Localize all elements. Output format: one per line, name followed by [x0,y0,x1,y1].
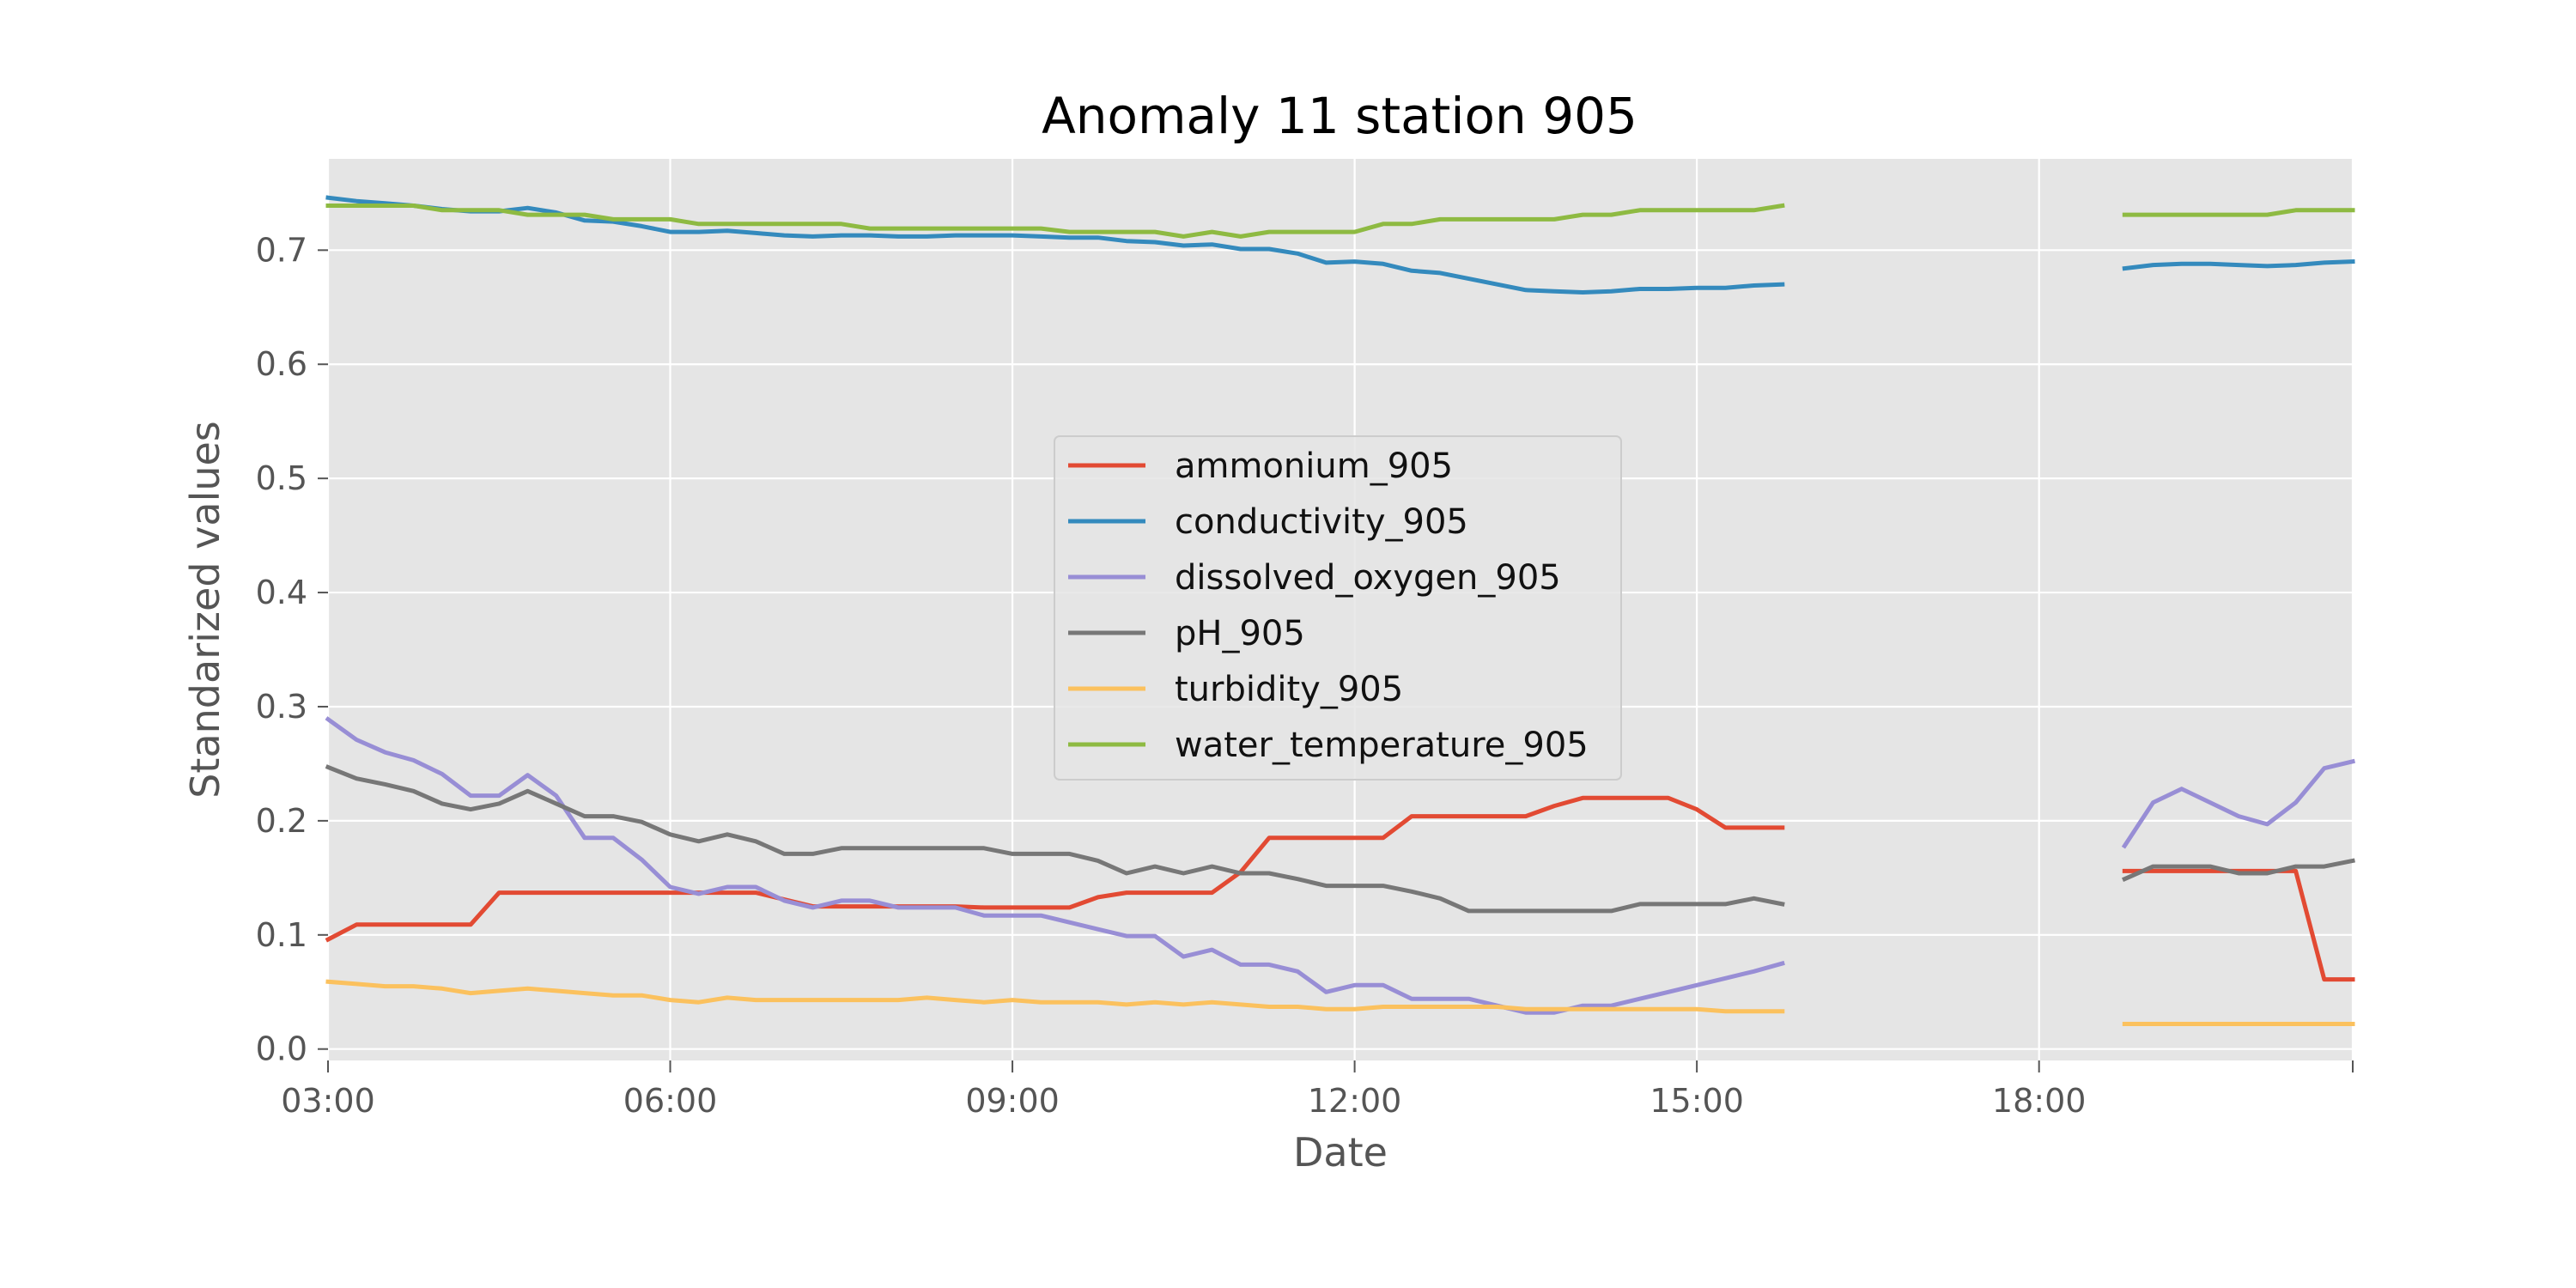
legend-label: dissolved_oxygen_905 [1175,558,1561,598]
y-tick-label: 0.4 [256,574,307,611]
series-turbidity_905 [325,979,2355,1026]
x-tick-label: 03:00 [281,1082,375,1120]
chart-title: Anomaly 11 station 905 [1042,87,1637,145]
legend-label: water_temperature_905 [1175,726,1589,765]
series-water_temperature_905 [325,203,2355,239]
series-line [325,764,1785,914]
series-ammonium_905 [325,795,2355,982]
series-line [325,795,1785,943]
series-line [325,203,1785,239]
x-tick-label: 06:00 [623,1082,718,1120]
series-line [2122,858,2355,882]
series-dissolved_oxygen_905 [325,716,2356,1015]
x-tick-label: 15:00 [1649,1082,1744,1120]
series-line [2122,208,2355,217]
legend: ammonium_905 conductivity_905 dissolved_ox… [1054,435,1622,781]
legend-label: conductivity_905 [1175,502,1468,542]
gridlines [326,159,2354,1060]
axes: 0.0 0.1 0.2 0.3 0.4 0.5 0.6 0.7 03:00 06:00 09:00 1… [256,231,2354,1120]
series-line [325,716,1785,1015]
y-tick-label: 0.0 [256,1030,307,1068]
x-tick-label: 18:00 [1992,1082,2087,1120]
y-tick-label: 0.7 [256,231,307,269]
x-axis-label: Date [1293,1129,1388,1176]
x-tick-label: 12:00 [1308,1082,1402,1120]
y-tick-label: 0.6 [256,345,307,383]
series-line [2121,758,2356,849]
x-tick-label: 09:00 [965,1082,1060,1120]
y-tick-label: 0.5 [256,459,307,497]
y-tick-label: 0.3 [256,688,307,726]
y-axis-label: Standarized values [182,421,228,799]
legend-box [1054,435,1622,781]
series-lines [325,195,2356,1026]
series-line [325,979,1785,1014]
y-tick-label: 0.2 [256,802,307,840]
legend-label: ammonium_905 [1175,447,1453,486]
legend-label: turbidity_905 [1175,670,1403,709]
y-tick-label: 0.1 [256,916,307,954]
legend-label: pH_905 [1175,614,1305,653]
series-line [2122,259,2355,271]
series-pH_905 [325,764,2355,914]
series-line [2122,868,2355,982]
